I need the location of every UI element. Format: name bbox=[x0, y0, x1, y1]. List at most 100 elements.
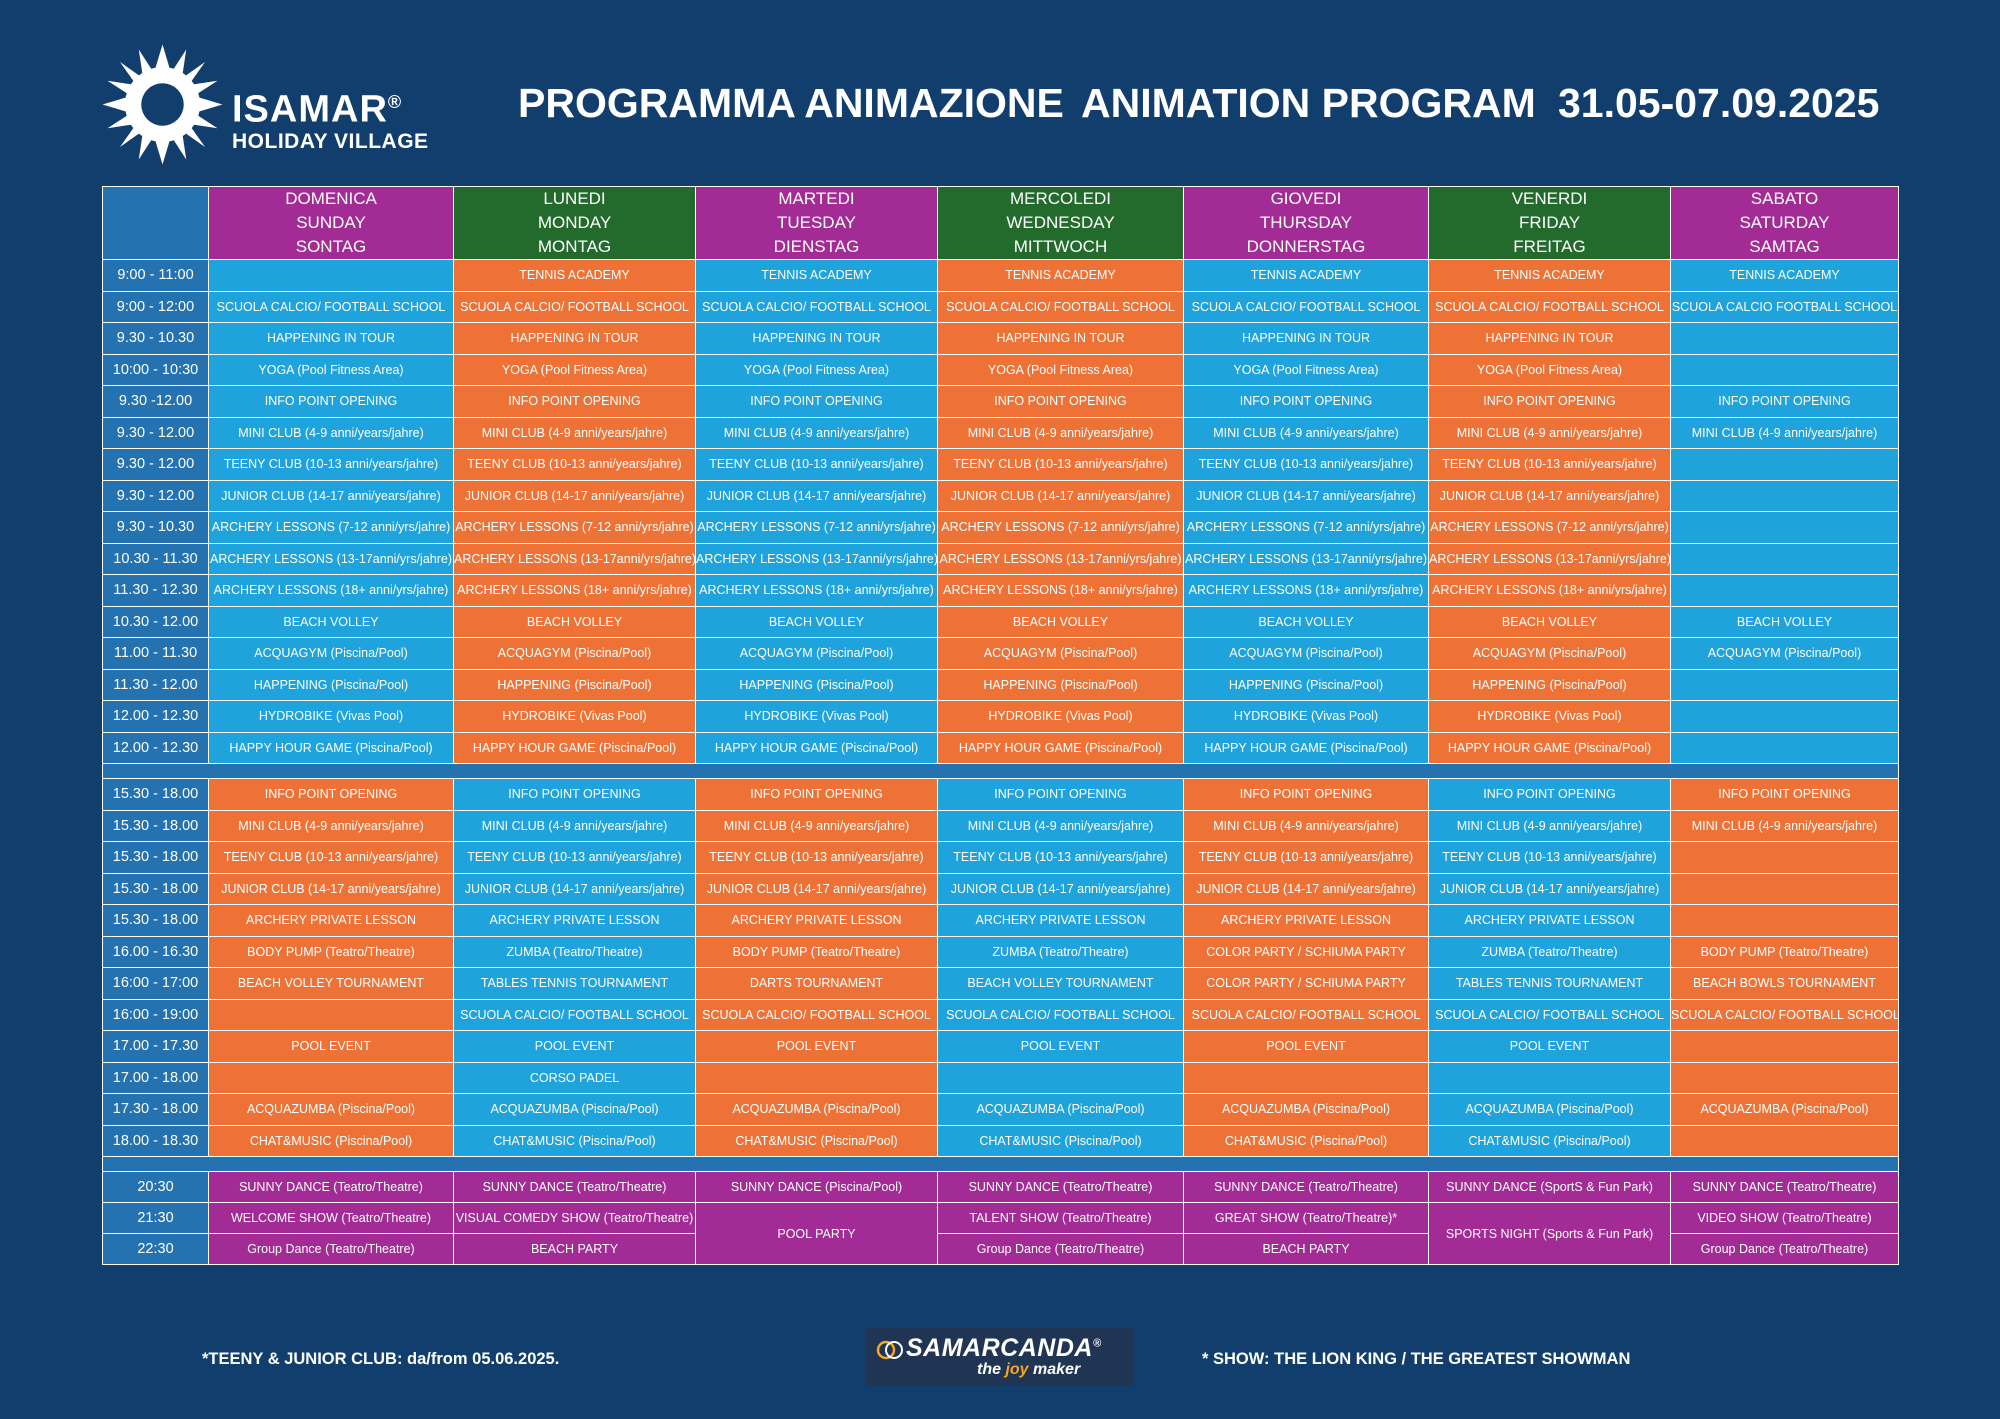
time-cell: 11.30 - 12.00 bbox=[102, 668, 209, 701]
activity-cell: JUNIOR CLUB (14-17 anni/years/jahre) bbox=[1183, 479, 1429, 512]
schedule-row: 15.30 - 18.00 INFO POINT OPENING INFO POIN… bbox=[102, 778, 1899, 811]
day-header: MERCOLEDI WEDNESDAY MITTWOCH bbox=[937, 186, 1184, 260]
evening-row: 22:30 Group Dance (Teatro/Theatre) BEACH… bbox=[102, 1233, 1899, 1265]
activity-cell: POOL EVENT bbox=[453, 1030, 696, 1063]
activity-cell: BODY PUMP (Teatro/Theatre) bbox=[695, 935, 938, 968]
activity-cell: MINI CLUB (4-9 anni/years/jahre) bbox=[695, 416, 938, 449]
activity-cell: POOL PARTY bbox=[695, 1202, 938, 1265]
activity-cell: POOL EVENT bbox=[208, 1030, 454, 1063]
section-divider bbox=[102, 763, 1899, 779]
activity-cell: ARCHERY LESSONS (7-12 anni/yrs/jahre) bbox=[937, 511, 1184, 544]
activity-cell bbox=[1670, 479, 1899, 512]
activity-cell: ACQUAZUMBA (Piscina/Pool) bbox=[1428, 1093, 1671, 1126]
schedule-row: 11.00 - 11.30 ACQUAGYM (Piscina/Pool) ACQU… bbox=[102, 637, 1899, 670]
activity-cell bbox=[1670, 574, 1899, 607]
activity-cell: SCUOLA CALCIO/ FOOTBALL SCHOOL bbox=[695, 290, 938, 323]
schedule-row: 9.30 - 12.00 JUNIOR CLUB (14-17 anni/year… bbox=[102, 479, 1899, 512]
activity-cell: BEACH VOLLEY bbox=[937, 605, 1184, 638]
activity-cell: MINI CLUB (4-9 anni/years/jahre) bbox=[453, 809, 696, 842]
samarcanda-logo: SAMARCANDA® the joy maker bbox=[866, 1328, 1134, 1386]
activity-cell: TEENY CLUB (10-13 anni/years/jahre) bbox=[937, 448, 1184, 481]
activity-cell: SCUOLA CALCIO/ FOOTBALL SCHOOL bbox=[453, 290, 696, 323]
activity-cell: DARTS TOURNAMENT bbox=[695, 967, 938, 1000]
time-cell: 15.30 - 18.00 bbox=[102, 872, 209, 905]
activity-cell: POOL EVENT bbox=[937, 1030, 1184, 1063]
activity-cell: TENNIS ACADEMY bbox=[695, 259, 938, 292]
activity-cell: MINI CLUB (4-9 anni/years/jahre) bbox=[1428, 809, 1671, 842]
activity-cell: YOGA (Pool Fitness Area) bbox=[453, 353, 696, 386]
activity-cell: JUNIOR CLUB (14-17 anni/years/jahre) bbox=[208, 872, 454, 905]
activity-cell: HAPPENING IN TOUR bbox=[1428, 322, 1671, 355]
activity-cell: ACQUAGYM (Piscina/Pool) bbox=[1183, 637, 1429, 670]
time-cell: 15.30 - 18.00 bbox=[102, 809, 209, 842]
activity-cell: ACQUAZUMBA (Piscina/Pool) bbox=[695, 1093, 938, 1126]
activity-cell: SCUOLA CALCIO/ FOOTBALL SCHOOL bbox=[1428, 290, 1671, 323]
time-cell: 16:00 - 19:00 bbox=[102, 998, 209, 1031]
activity-cell: GREAT SHOW (Teatro/Theatre)* bbox=[1183, 1202, 1429, 1234]
activity-cell: TENNIS ACADEMY bbox=[1670, 259, 1899, 292]
activity-cell: Group Dance (Teatro/Theatre) bbox=[208, 1233, 454, 1265]
activity-cell bbox=[937, 1061, 1184, 1094]
time-cell: 10:00 - 10:30 bbox=[102, 353, 209, 386]
time-cell: 9:00 - 11:00 bbox=[102, 259, 209, 292]
schedule-row: 16:00 - 19:00 SCUOLA CALCIO/ FOOTBALL SCH… bbox=[102, 998, 1899, 1031]
schedule-row: 12.00 - 12.30 HAPPY HOUR GAME (Piscina/Po… bbox=[102, 731, 1899, 764]
day-header: GIOVEDI THURSDAY DONNERSTAG bbox=[1183, 186, 1429, 260]
activity-cell: ARCHERY LESSONS (7-12 anni/yrs/jahre) bbox=[1183, 511, 1429, 544]
day-label: THURSDAY bbox=[1259, 213, 1353, 232]
activity-cell: ARCHERY PRIVATE LESSON bbox=[1183, 904, 1429, 937]
activity-cell bbox=[1670, 841, 1899, 874]
activity-cell: SCUOLA CALCIO/ FOOTBALL SCHOOL bbox=[1670, 998, 1899, 1031]
activity-cell: TENNIS ACADEMY bbox=[453, 259, 696, 292]
activity-cell: INFO POINT OPENING bbox=[1428, 778, 1671, 811]
activity-cell bbox=[1670, 448, 1899, 481]
time-cell: 9.30 -12.00 bbox=[102, 385, 209, 418]
schedule-row: 11.30 - 12.00 HAPPENING (Piscina/Pool) HAP… bbox=[102, 668, 1899, 701]
activity-cell: ARCHERY LESSONS (7-12 anni/yrs/jahre) bbox=[208, 511, 454, 544]
activity-cell: ZUMBA (Teatro/Theatre) bbox=[453, 935, 696, 968]
time-cell: 9.30 - 12.00 bbox=[102, 448, 209, 481]
schedule-row: 18.00 - 18.30 CHAT&MUSIC (Piscina/Pool) CH… bbox=[102, 1124, 1899, 1157]
activity-cell: SUNNY DANCE (Teatro/Theatre) bbox=[1670, 1171, 1899, 1203]
activity-cell: POOL EVENT bbox=[695, 1030, 938, 1063]
activity-cell bbox=[1670, 511, 1899, 544]
time-cell: 11.30 - 12.30 bbox=[102, 574, 209, 607]
activity-cell: ARCHERY LESSONS (7-12 anni/yrs/jahre) bbox=[1428, 511, 1671, 544]
activity-cell: INFO POINT OPENING bbox=[695, 385, 938, 418]
activity-cell: HAPPENING (Piscina/Pool) bbox=[1183, 668, 1429, 701]
activity-cell bbox=[1670, 1124, 1899, 1157]
activity-cell: SUNNY DANCE (Piscina/Pool) bbox=[695, 1171, 938, 1203]
day-label: MARTEDI bbox=[778, 189, 855, 208]
activity-cell: YOGA (Pool Fitness Area) bbox=[1428, 353, 1671, 386]
activity-cell: HAPPY HOUR GAME (Piscina/Pool) bbox=[1183, 731, 1429, 764]
title-dates: 31.05-07.09.2025 bbox=[1558, 80, 1880, 126]
activity-cell: HAPPENING (Piscina/Pool) bbox=[453, 668, 696, 701]
activity-cell: SCUOLA CALCIO/ FOOTBALL SCHOOL bbox=[208, 290, 454, 323]
day-label: MITTWOCH bbox=[1013, 237, 1108, 256]
activity-cell: ARCHERY LESSONS (13-17anni/yrs/jahre) bbox=[453, 542, 696, 575]
day-label: FREITAG bbox=[1513, 237, 1586, 256]
activity-cell: INFO POINT OPENING bbox=[937, 778, 1184, 811]
activity-cell: BEACH VOLLEY TOURNAMENT bbox=[208, 967, 454, 1000]
time-cell: 15.30 - 18.00 bbox=[102, 904, 209, 937]
activity-cell: HAPPENING (Piscina/Pool) bbox=[208, 668, 454, 701]
day-header: SABATO SATURDAY SAMTAG bbox=[1670, 186, 1899, 260]
schedule-row: 15.30 - 18.00 JUNIOR CLUB (14-17 anni/yea… bbox=[102, 872, 1899, 905]
time-cell: 10.30 - 12.00 bbox=[102, 605, 209, 638]
activity-cell: ZUMBA (Teatro/Theatre) bbox=[1428, 935, 1671, 968]
schedule-row: 9.30 - 12.00 TEENY CLUB (10-13 anni/years… bbox=[102, 448, 1899, 481]
activity-cell: CHAT&MUSIC (Piscina/Pool) bbox=[453, 1124, 696, 1157]
activity-cell: BODY PUMP (Teatro/Theatre) bbox=[208, 935, 454, 968]
activity-cell: HAPPENING IN TOUR bbox=[453, 322, 696, 355]
activity-cell: MINI CLUB (4-9 anni/years/jahre) bbox=[1183, 416, 1429, 449]
activity-cell: MINI CLUB (4-9 anni/years/jahre) bbox=[1428, 416, 1671, 449]
activity-cell: TEENY CLUB (10-13 anni/years/jahre) bbox=[453, 448, 696, 481]
day-header: DOMENICA SUNDAY SONTAG bbox=[208, 186, 454, 260]
activity-cell: POOL EVENT bbox=[1428, 1030, 1671, 1063]
activity-cell: ACQUAZUMBA (Piscina/Pool) bbox=[453, 1093, 696, 1126]
footnote-show: * SHOW: THE LION KING / THE GREATEST SHO… bbox=[1202, 1350, 1631, 1368]
activity-cell: INFO POINT OPENING bbox=[453, 385, 696, 418]
schedule-row: 15.30 - 18.00 MINI CLUB (4-9 anni/years/j… bbox=[102, 809, 1899, 842]
activity-cell: HAPPY HOUR GAME (Piscina/Pool) bbox=[937, 731, 1184, 764]
activity-cell bbox=[208, 998, 454, 1031]
